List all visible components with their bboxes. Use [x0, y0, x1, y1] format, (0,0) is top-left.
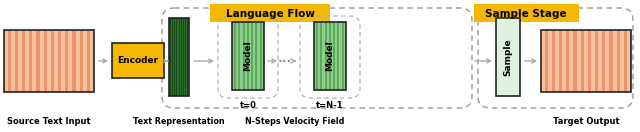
- Bar: [545, 30, 548, 92]
- Bar: [260, 22, 262, 90]
- Bar: [342, 22, 344, 90]
- Bar: [324, 22, 326, 90]
- Bar: [29, 30, 33, 92]
- Text: Model: Model: [243, 41, 253, 71]
- Bar: [566, 30, 570, 92]
- Bar: [595, 30, 598, 92]
- Bar: [247, 22, 249, 90]
- Text: Sample: Sample: [504, 38, 513, 76]
- Bar: [232, 22, 264, 90]
- Bar: [541, 30, 631, 92]
- Bar: [624, 30, 627, 92]
- Bar: [255, 22, 257, 90]
- Bar: [169, 18, 189, 96]
- Bar: [72, 30, 76, 92]
- Text: Model: Model: [326, 41, 335, 71]
- Bar: [314, 22, 346, 90]
- Bar: [170, 18, 171, 96]
- Text: ...: ...: [278, 51, 292, 65]
- Bar: [316, 22, 318, 90]
- Bar: [79, 30, 83, 92]
- Text: Language Flow: Language Flow: [225, 9, 314, 19]
- Bar: [573, 30, 577, 92]
- Bar: [181, 18, 182, 96]
- Bar: [87, 30, 90, 92]
- Bar: [172, 18, 173, 96]
- Bar: [232, 22, 264, 90]
- Bar: [541, 30, 631, 92]
- Bar: [474, 4, 579, 22]
- Text: Encoder: Encoder: [117, 56, 159, 65]
- Bar: [177, 18, 179, 96]
- Bar: [580, 30, 584, 92]
- Bar: [4, 30, 94, 92]
- Bar: [496, 18, 520, 96]
- Bar: [602, 30, 605, 92]
- Text: N-Steps Velocity Field: N-Steps Velocity Field: [245, 117, 345, 126]
- Bar: [239, 22, 241, 90]
- Bar: [321, 22, 323, 90]
- Bar: [175, 18, 177, 96]
- Bar: [552, 30, 555, 92]
- Bar: [44, 30, 47, 92]
- Bar: [185, 18, 186, 96]
- Bar: [22, 30, 25, 92]
- Text: Text Representation: Text Representation: [133, 117, 225, 126]
- Bar: [234, 22, 236, 90]
- Bar: [15, 30, 18, 92]
- Bar: [65, 30, 68, 92]
- Bar: [337, 22, 339, 90]
- Bar: [58, 30, 61, 92]
- Bar: [329, 22, 331, 90]
- Bar: [187, 18, 188, 96]
- Bar: [36, 30, 40, 92]
- Bar: [51, 30, 54, 92]
- Bar: [112, 43, 164, 78]
- Bar: [174, 18, 175, 96]
- Bar: [210, 4, 330, 22]
- Bar: [251, 22, 253, 90]
- Bar: [616, 30, 620, 92]
- Text: Sample Stage: Sample Stage: [485, 9, 567, 19]
- Text: t=N-1: t=N-1: [316, 102, 344, 110]
- Bar: [4, 30, 94, 92]
- Bar: [559, 30, 563, 92]
- Bar: [333, 22, 335, 90]
- Bar: [8, 30, 11, 92]
- Text: Source Text Input: Source Text Input: [7, 117, 91, 126]
- Bar: [243, 22, 244, 90]
- Bar: [169, 18, 189, 96]
- Bar: [609, 30, 612, 92]
- Bar: [179, 18, 180, 96]
- Bar: [588, 30, 591, 92]
- Text: t=0: t=0: [239, 102, 257, 110]
- Bar: [183, 18, 184, 96]
- Text: Target Output: Target Output: [553, 117, 620, 126]
- Bar: [314, 22, 346, 90]
